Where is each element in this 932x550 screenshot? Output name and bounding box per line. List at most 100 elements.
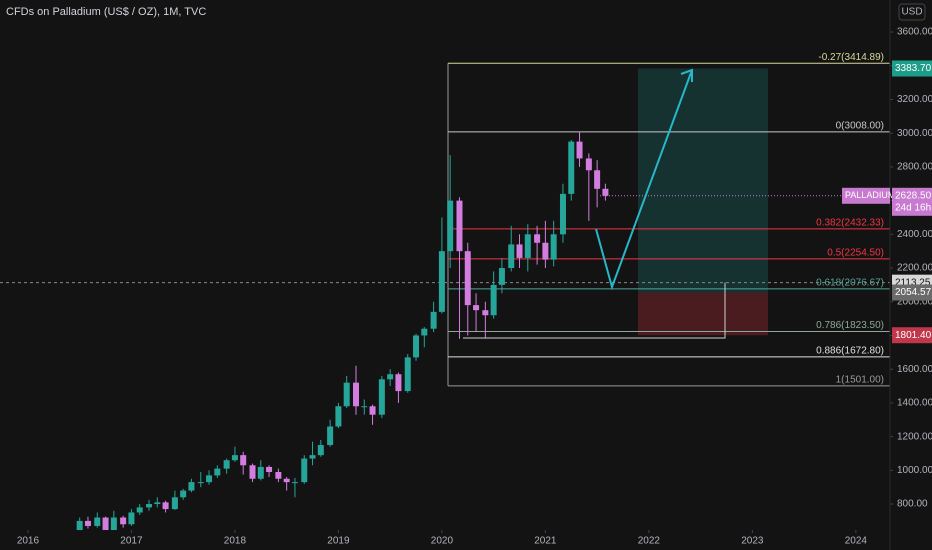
x-tick-label: 2019 [327, 536, 350, 547]
candle-body [482, 310, 489, 316]
candle-body [534, 234, 541, 243]
candle-body [378, 379, 385, 415]
candle-body [76, 520, 83, 530]
candle-body [464, 251, 471, 306]
candle-body [353, 382, 359, 407]
candle-body [84, 520, 91, 526]
candle-body [146, 504, 153, 508]
chart-title: CFDs on Palladium (US$ / OZ), 1M, TVC [6, 6, 206, 18]
price-badge [892, 284, 932, 301]
candle-body [188, 482, 195, 491]
stop-zone [638, 292, 768, 336]
fib-label: 1(1501.00) [836, 375, 884, 386]
target-zone [638, 68, 768, 293]
candle-body [309, 455, 316, 459]
candle-body [102, 517, 109, 530]
candle-body [240, 455, 247, 466]
candle-body [180, 490, 187, 498]
candle-body [231, 455, 238, 461]
y-tick-label: 2800.00 [897, 162, 932, 173]
candle-body [162, 502, 169, 510]
candle-body [136, 507, 143, 513]
candle-body [430, 311, 437, 329]
candle-body [542, 242, 549, 260]
candle-body [404, 357, 411, 392]
candle-body [154, 502, 161, 505]
candle-body [94, 517, 101, 526]
fib-label: 0(3008.00) [836, 120, 884, 131]
candle-body [576, 141, 583, 159]
candle-body [335, 406, 342, 427]
candle-body [559, 193, 566, 235]
candle-body [421, 328, 428, 336]
candle-body [585, 158, 592, 171]
x-tick-label: 2021 [534, 536, 557, 547]
x-tick-label: 2024 [845, 536, 868, 547]
candle-body [447, 200, 454, 252]
fib-label: 0.786(1823.50) [816, 320, 884, 331]
candle-body [508, 244, 515, 269]
candle-body [197, 482, 204, 484]
candle-body [301, 458, 308, 483]
price-axis: 800.001000.001200.001400.001600.001800.0… [890, 27, 932, 510]
y-tick-label: 2000.00 [897, 296, 932, 307]
x-tick-label: 2016 [17, 536, 40, 547]
candle-body [413, 335, 420, 358]
fib-label: 0.618(2076.67) [816, 277, 884, 288]
x-tick-label: 2023 [741, 536, 764, 547]
candle-body [395, 374, 402, 392]
candle-body [498, 268, 505, 285]
price-badge [892, 60, 932, 77]
y-tick-label: 1600.00 [897, 364, 932, 375]
candle-body [361, 406, 368, 408]
y-tick-label: 1400.00 [897, 398, 932, 409]
price-badge-label: 2113.25 [895, 277, 931, 288]
y-tick-label: 2400.00 [897, 229, 932, 240]
currency: USD [901, 7, 922, 18]
fib-label: 0.382(2432.33) [816, 218, 884, 229]
candle-body [128, 512, 135, 525]
last-name-badge [842, 187, 890, 204]
candle-body [438, 251, 445, 312]
last-badge [892, 187, 932, 216]
candle-body [206, 475, 213, 483]
x-tick-label: 2017 [120, 536, 143, 547]
candle-body [120, 517, 127, 525]
candle-body [473, 305, 480, 311]
candle-body [257, 466, 264, 479]
candle-body [568, 141, 575, 194]
candle-body [214, 468, 221, 476]
countdown: 24d 16h [895, 202, 931, 213]
currency-box [898, 3, 926, 21]
candle-body [369, 406, 376, 415]
fib-label: 0.886(1672.80) [816, 346, 884, 357]
price-badge [892, 327, 932, 344]
projection-arrow [595, 69, 693, 291]
candle-body [343, 382, 350, 407]
x-tick-label: 2020 [431, 536, 454, 547]
y-tick-label: 3600.00 [897, 27, 932, 38]
price-badge-label: 2054.57 [895, 287, 932, 298]
fib-label: 0.5(2254.50) [827, 247, 884, 258]
arrow-head [680, 68, 693, 82]
candle-body [490, 284, 497, 316]
candle-body [291, 482, 298, 484]
candle-body [516, 244, 523, 258]
candle-body [327, 426, 334, 446]
y-tick-label: 800.00 [897, 499, 928, 510]
price-badge-label: 1801.40 [895, 330, 932, 341]
candle-body [283, 478, 290, 483]
price-badge-label: 3383.70 [895, 63, 932, 74]
candle-body [266, 466, 273, 473]
candle-body [387, 374, 394, 380]
candle-body [524, 234, 531, 258]
y-tick-label: 1000.00 [897, 465, 932, 476]
candle-body [456, 200, 463, 252]
y-tick-label: 1200.00 [897, 431, 932, 442]
y-tick-label: 2200.00 [897, 263, 932, 274]
candle-body [594, 170, 601, 189]
candle-body [249, 465, 256, 479]
candle-body [602, 188, 609, 196]
last-name: PALLADIUM [845, 190, 895, 200]
